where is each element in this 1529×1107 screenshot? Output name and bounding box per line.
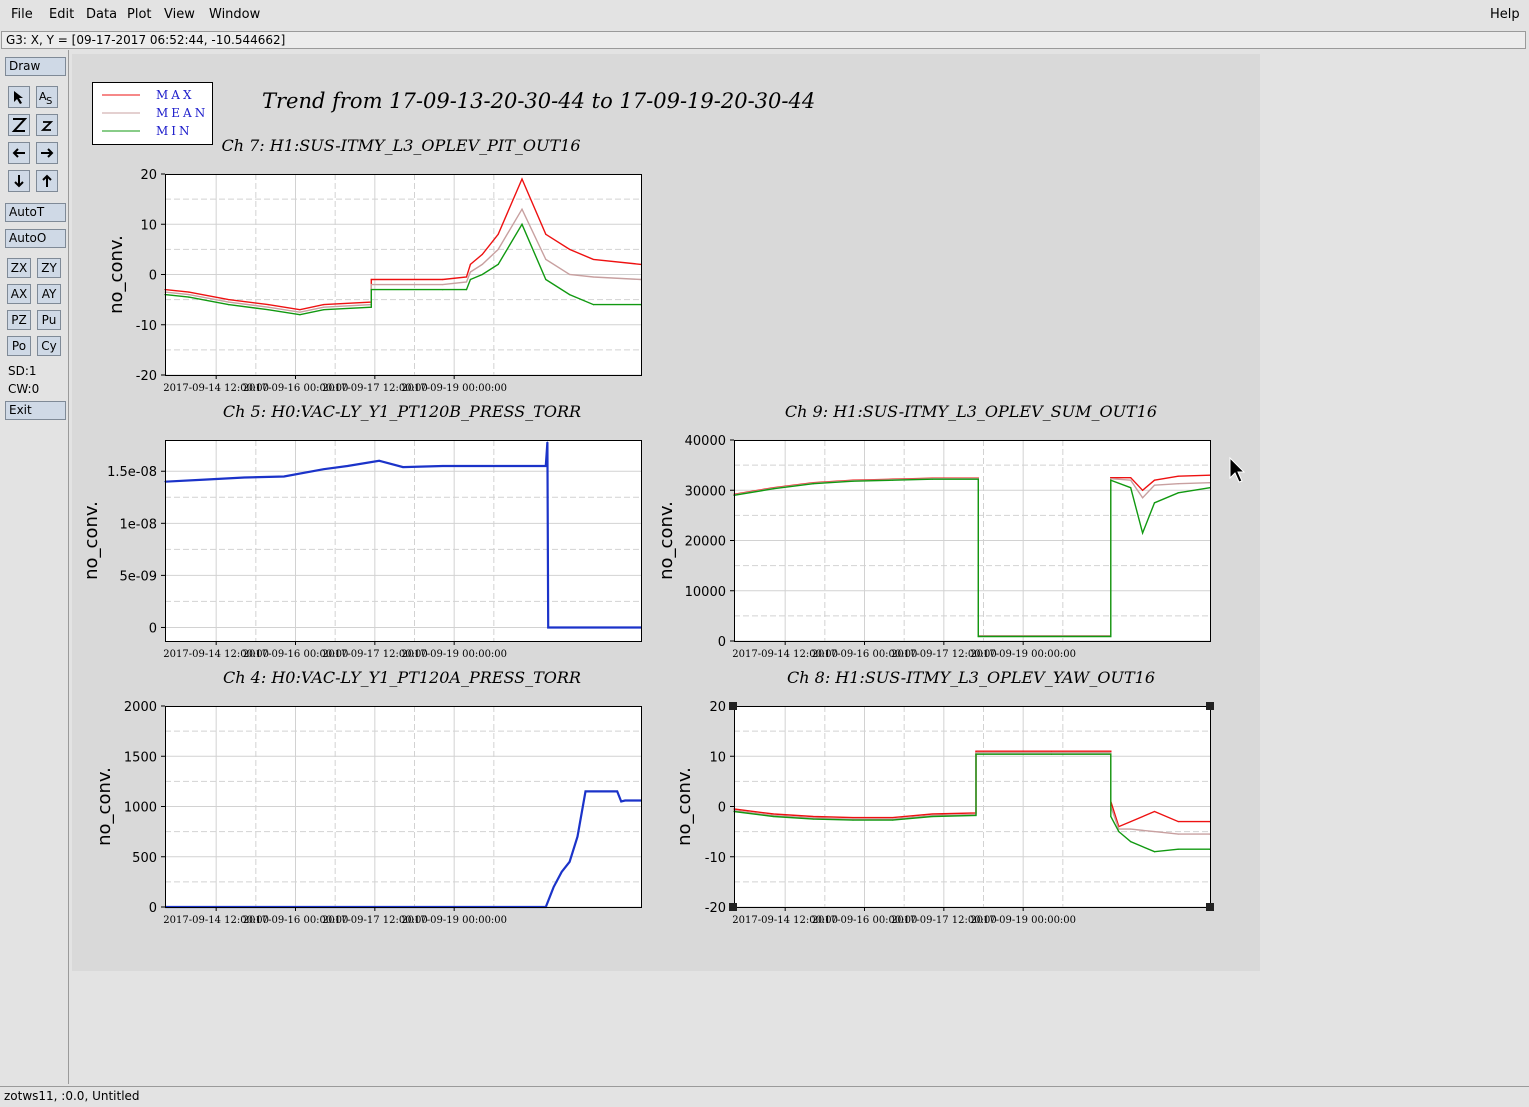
pz-button[interactable]: PZ bbox=[7, 310, 31, 330]
ay-button[interactable]: AY bbox=[37, 284, 61, 304]
pointer-tool-button[interactable] bbox=[8, 86, 30, 108]
menu-view[interactable]: View bbox=[164, 7, 195, 22]
ax-button[interactable]: AX bbox=[7, 284, 31, 304]
auto-o-button[interactable]: AutoO bbox=[5, 229, 66, 248]
graphics-canvas[interactable] bbox=[72, 54, 1260, 971]
arrow-down-icon bbox=[14, 175, 24, 188]
svg-text:A: A bbox=[39, 90, 47, 103]
pu-button[interactable]: Pu bbox=[37, 310, 61, 330]
po-button[interactable]: Po bbox=[7, 336, 31, 356]
scroll-down-button[interactable] bbox=[8, 170, 30, 192]
menu-data[interactable]: Data bbox=[86, 7, 118, 22]
draw-button[interactable]: Draw bbox=[5, 57, 66, 76]
cy-button[interactable]: Cy bbox=[37, 336, 61, 356]
menu-file[interactable]: File bbox=[11, 7, 33, 22]
scroll-up-button[interactable] bbox=[36, 170, 58, 192]
pointer-tool-icon bbox=[14, 91, 23, 104]
cw-status: CW:0 bbox=[8, 382, 40, 396]
arrow-right-icon bbox=[41, 148, 54, 158]
menu-plot[interactable]: Plot bbox=[127, 7, 152, 22]
coordinate-readout: G3: X, Y = [09-17-2017 06:52:44, -10.544… bbox=[1, 31, 1526, 49]
menu-help[interactable]: Help bbox=[1490, 7, 1520, 22]
zy-button[interactable]: ZY bbox=[37, 258, 61, 278]
status-bar: zotws11, :0.0, Untitled bbox=[0, 1086, 1529, 1107]
sd-status: SD:1 bbox=[8, 364, 37, 378]
auto-t-button[interactable]: AutoT bbox=[5, 203, 66, 222]
scroll-left-button[interactable] bbox=[8, 142, 30, 164]
zoom-small-icon bbox=[40, 121, 54, 131]
scroll-right-button[interactable] bbox=[36, 142, 58, 164]
menu-bar: File Edit Data Plot View Window Help bbox=[0, 0, 1529, 30]
menu-edit[interactable]: Edit bbox=[49, 7, 75, 22]
svg-text:S: S bbox=[46, 96, 52, 105]
menu-window[interactable]: Window bbox=[209, 7, 261, 22]
zoom-tool-button[interactable] bbox=[8, 114, 30, 136]
arrow-up-icon bbox=[42, 174, 52, 187]
zoom-large-icon bbox=[11, 118, 27, 132]
exit-button[interactable]: Exit bbox=[5, 401, 66, 420]
arrow-left-icon bbox=[12, 148, 25, 158]
unzoom-tool-button[interactable] bbox=[36, 114, 58, 136]
zx-button[interactable]: ZX bbox=[7, 258, 31, 278]
